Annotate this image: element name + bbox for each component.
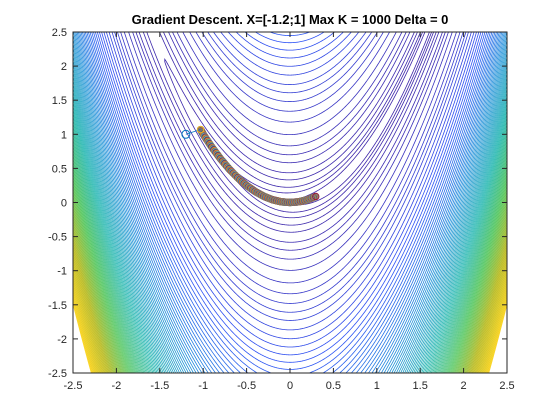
start-point-marker <box>181 129 191 139</box>
x-tick-label: 2 <box>461 380 467 392</box>
contour-line <box>128 32 453 271</box>
contour-line <box>87 32 493 373</box>
contour-line <box>96 32 484 370</box>
contour-line <box>164 32 435 219</box>
x-tick-label: -2.5 <box>64 380 83 392</box>
y-tick-label: -1 <box>57 266 67 278</box>
contour-line <box>94 32 486 373</box>
x-tick-label: 1 <box>374 380 380 392</box>
y-axis: -2.5 -2 -1.5 -1 -0.5 0 0.5 1 1.5 2 2.5 <box>48 27 507 380</box>
contour-line <box>83 32 497 373</box>
contour-line <box>123 32 457 284</box>
contour-line <box>120 32 461 295</box>
contour-line <box>84 32 496 373</box>
y-tick-label: -1.5 <box>48 300 67 312</box>
trajectory-point <box>312 192 320 201</box>
y-tick-label: -2.5 <box>48 368 67 380</box>
contour-line <box>103 32 477 348</box>
y-tick-label: 0 <box>61 198 67 210</box>
y-tick-label: 1.5 <box>52 95 67 107</box>
contour-line <box>101 32 480 356</box>
y-tick-label: 1 <box>61 129 67 141</box>
contour-line <box>146 32 437 226</box>
contour-line <box>91 32 490 373</box>
start-point <box>181 129 191 139</box>
contour-line <box>86 32 494 373</box>
chart-title: Gradient Descent. X=[-1.2;1] Max K = 100… <box>132 12 449 27</box>
contour-line <box>226 32 433 213</box>
x-axis: -2.5 -2 -1.5 -1 -0.5 0 0.5 1 1.5 2 2.5 <box>64 32 515 392</box>
x-tick-label: -2 <box>112 380 122 392</box>
x-tick-label: -1 <box>198 380 208 392</box>
contour-line <box>117 32 464 304</box>
contour-line <box>114 32 467 313</box>
contour-line <box>111 32 469 321</box>
contour-line <box>142 32 440 233</box>
y-tick-label: -0.5 <box>48 232 67 244</box>
x-tick-label: -1.5 <box>150 380 169 392</box>
descent-trajectory <box>185 125 320 207</box>
contour-line <box>135 32 446 251</box>
plot-area <box>72 31 508 374</box>
contour-line <box>93 32 488 373</box>
contour-line <box>105 32 475 340</box>
y-tick-label: 2 <box>61 61 67 73</box>
x-tick-label: 0.5 <box>326 380 341 392</box>
x-tick-label: 2.5 <box>499 380 514 392</box>
y-tick-label: -2 <box>57 334 67 346</box>
x-tick-label: 0 <box>287 380 293 392</box>
trajectory-first-step <box>185 129 201 135</box>
contour-line <box>132 32 449 260</box>
y-tick-label: 0.5 <box>52 163 67 175</box>
y-tick-label: 2.5 <box>52 27 67 39</box>
contour-line <box>89 32 491 373</box>
contour-line <box>289 32 430 206</box>
x-tick-label: 1.5 <box>413 380 428 392</box>
contour-line <box>108 32 472 331</box>
x-tick-label: -0.5 <box>237 380 256 392</box>
trajectory-point <box>196 125 205 134</box>
contour-lines <box>73 32 507 373</box>
contour-line <box>138 32 443 243</box>
contour-line <box>98 32 482 363</box>
